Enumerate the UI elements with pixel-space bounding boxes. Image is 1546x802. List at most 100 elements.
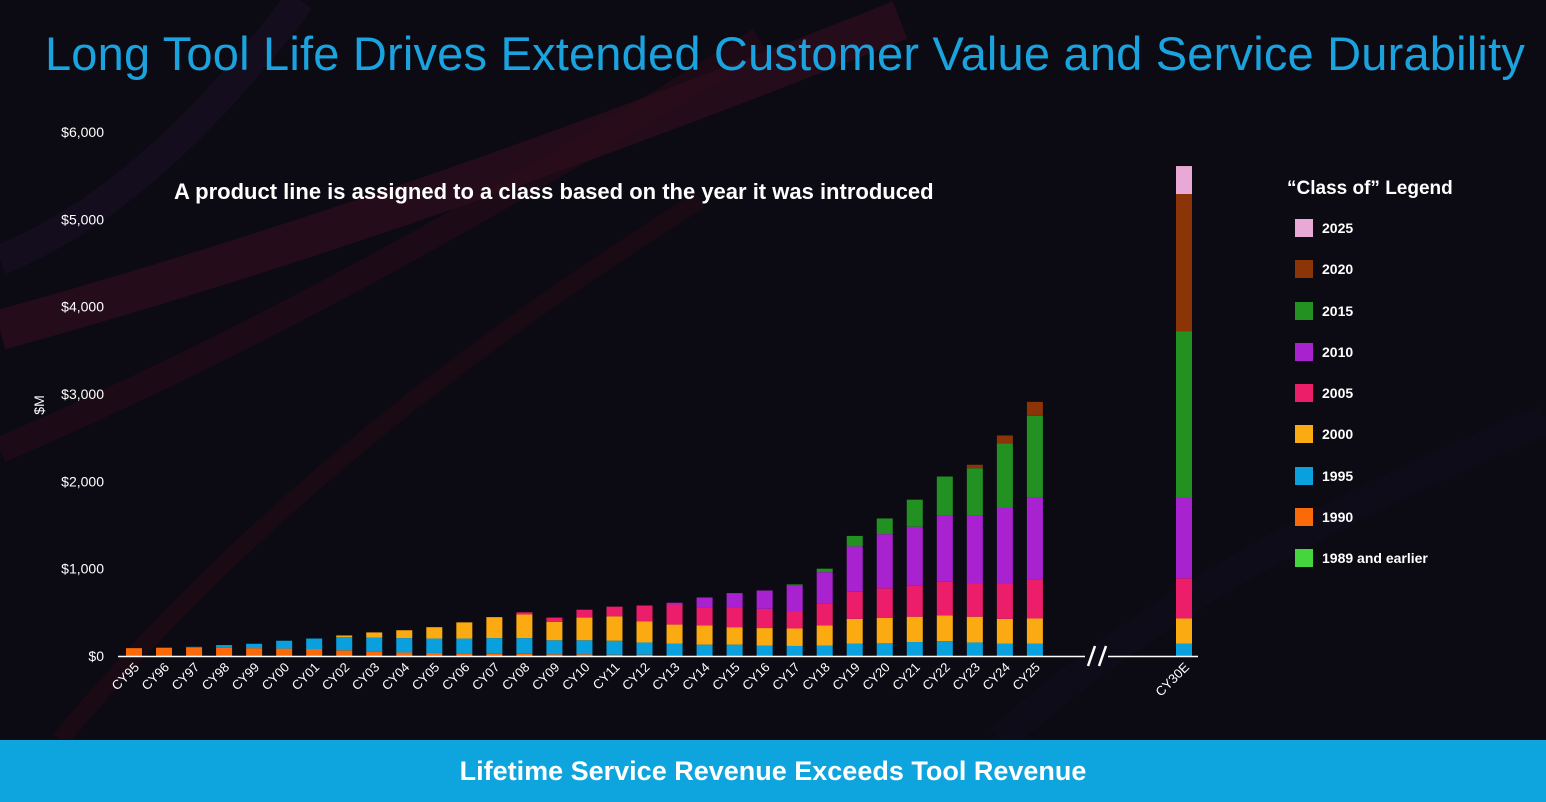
legend-swatch xyxy=(1295,301,1313,320)
page-title: Long Tool Life Drives Extended Customer … xyxy=(44,27,1526,80)
bar-segment xyxy=(996,655,1013,656)
legend-swatch xyxy=(1295,466,1313,485)
bar-segment xyxy=(786,655,803,656)
bar-segment xyxy=(936,615,953,642)
x-tick-label: CY96 xyxy=(139,660,173,694)
bar-segment xyxy=(966,464,983,469)
bar-segment xyxy=(396,652,413,656)
y-tick-label: $5,000 xyxy=(61,211,104,227)
bar-segment xyxy=(966,583,983,617)
bar-segment xyxy=(876,643,893,656)
bar-segment xyxy=(1176,655,1192,656)
bar-segment xyxy=(636,605,653,622)
bar-segment xyxy=(696,655,713,656)
bar-segment xyxy=(276,648,293,656)
bar-segment xyxy=(606,606,623,617)
bar-segment xyxy=(456,653,473,656)
bar-segment xyxy=(546,621,563,641)
legend-label: 2005 xyxy=(1322,385,1354,402)
bar-segment xyxy=(786,645,803,656)
bar-segment xyxy=(336,635,353,638)
bar-segment xyxy=(726,644,743,656)
bar-segment xyxy=(576,617,593,641)
y-tick-label: $1,000 xyxy=(61,561,104,577)
bar-segment xyxy=(366,637,383,652)
bar-segment xyxy=(816,645,833,656)
bar-segment xyxy=(606,616,623,641)
bar-segment xyxy=(846,535,863,547)
bar-segment xyxy=(366,632,383,638)
legend-title: “Class of” Legend xyxy=(1287,178,1453,199)
x-tick-label: CY98 xyxy=(199,660,233,694)
x-tick-label: CY10 xyxy=(559,660,593,694)
x-tick-label: CY11 xyxy=(590,660,623,693)
x-tick-label: CY97 xyxy=(169,660,203,694)
bar-segment xyxy=(1026,415,1043,498)
bar-segment xyxy=(786,584,803,586)
legend: “Class of” Legend 2025 2020 2015 2010 2005 20… xyxy=(1287,178,1453,590)
legend-label: 1990 xyxy=(1322,509,1354,526)
x-tick-label: CY20 xyxy=(859,660,893,694)
bar-segment xyxy=(516,612,533,615)
bar-segment xyxy=(546,654,563,656)
bar-segment xyxy=(996,583,1013,619)
bar-segment xyxy=(756,590,773,609)
bar-segment xyxy=(486,638,503,654)
bar-segment xyxy=(426,652,443,656)
bar-segment xyxy=(666,643,683,656)
bars xyxy=(126,166,1192,656)
legend-label: 2025 xyxy=(1322,220,1354,236)
legend-swatch xyxy=(1295,260,1313,279)
legend-item: 2025 xyxy=(1295,218,1453,238)
bar-segment xyxy=(186,647,203,656)
bar-segment xyxy=(876,518,893,535)
legend-swatch xyxy=(1295,549,1313,568)
x-tick-label: CY99 xyxy=(229,660,263,694)
bar-segment xyxy=(1026,401,1043,416)
bar-segment xyxy=(876,655,893,656)
bar-segment xyxy=(156,647,173,656)
x-tick-label: CY13 xyxy=(649,660,683,694)
bar-segment xyxy=(876,588,893,619)
bar-segment xyxy=(936,476,953,516)
bar-segment xyxy=(846,643,863,656)
x-tick-label: CY25 xyxy=(1009,660,1043,694)
bar-segment xyxy=(726,607,743,628)
bar-segment xyxy=(1026,655,1043,656)
bar-segment xyxy=(1176,331,1192,498)
y-tick-label: $3,000 xyxy=(61,386,104,402)
legend-swatch xyxy=(1295,219,1313,237)
bar-segment xyxy=(756,608,773,629)
bar-segment xyxy=(366,651,383,656)
x-tick-label: CY30E xyxy=(1152,659,1192,699)
bar-segment xyxy=(396,638,413,653)
legend-swatch xyxy=(1295,342,1313,361)
x-tick-label: CY09 xyxy=(529,660,563,694)
legend-swatch xyxy=(1295,425,1313,444)
bar-segment xyxy=(306,638,323,650)
bar-segment xyxy=(216,647,233,656)
bar-segment xyxy=(996,443,1013,508)
bar-segment xyxy=(636,621,653,643)
bar-segment xyxy=(606,654,623,656)
bar-segment xyxy=(456,622,473,639)
bar-segment xyxy=(1026,643,1043,656)
bar-segment xyxy=(576,640,593,655)
bar-segment xyxy=(546,617,563,622)
bar-segment xyxy=(456,638,473,654)
legend-item: 2015 xyxy=(1295,301,1453,321)
bar-segment xyxy=(636,642,653,655)
axis-break-mark xyxy=(1097,645,1108,667)
bar-segment xyxy=(336,637,353,651)
bar-segment xyxy=(516,638,533,654)
bar-segment xyxy=(486,617,503,639)
bar-segment xyxy=(1176,578,1192,619)
bar-segment xyxy=(576,609,593,618)
bar-segment xyxy=(696,597,713,608)
bar-segment xyxy=(546,640,563,655)
x-tick-label: CY14 xyxy=(679,660,713,694)
bar-segment xyxy=(846,655,863,656)
bar-segment xyxy=(246,648,263,656)
x-tick-label: CY08 xyxy=(499,660,533,694)
bar-segment xyxy=(696,644,713,656)
